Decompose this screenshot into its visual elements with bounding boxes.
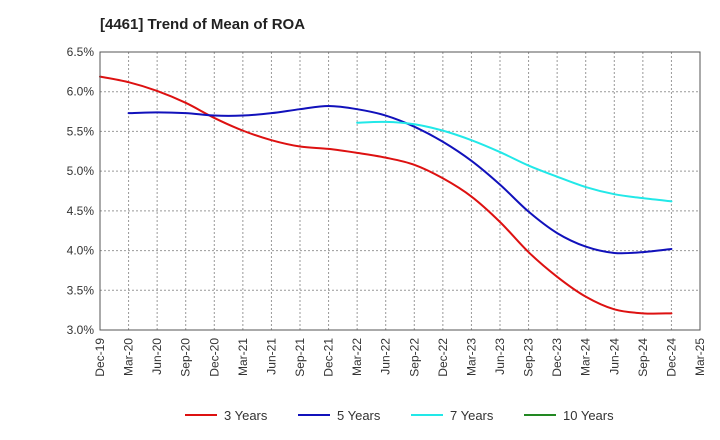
legend-label-7-years: 7 Years bbox=[450, 408, 494, 423]
x-tick-label: Jun-22 bbox=[379, 338, 393, 375]
x-tick-label: Mar-21 bbox=[236, 338, 250, 376]
y-tick-label: 5.5% bbox=[67, 124, 95, 138]
series-line-5-years bbox=[127, 105, 673, 255]
legend-label-5-years: 5 Years bbox=[337, 408, 381, 423]
x-tick-label: Sep-23 bbox=[522, 338, 536, 377]
x-tick-label: Jun-23 bbox=[493, 338, 507, 375]
x-tick-label: Dec-19 bbox=[93, 338, 107, 377]
x-tick-label: Sep-20 bbox=[179, 338, 193, 377]
x-tick-label: Mar-20 bbox=[122, 338, 136, 376]
x-tick-label: Sep-22 bbox=[407, 338, 421, 377]
y-tick-label: 3.0% bbox=[67, 323, 95, 337]
series-layer bbox=[99, 75, 673, 315]
x-tick-label: Jun-20 bbox=[150, 338, 164, 375]
series-line-7-years bbox=[356, 120, 673, 203]
y-tick-label: 6.0% bbox=[67, 85, 95, 99]
x-tick-label: Dec-23 bbox=[550, 338, 564, 377]
legend: 3 Years 5 Years 7 Years 10 Years bbox=[185, 408, 614, 423]
x-tick-label: Dec-21 bbox=[322, 338, 336, 377]
x-tick-label: Sep-24 bbox=[636, 338, 650, 377]
grid-layer bbox=[99, 51, 701, 331]
legend-label-10-years: 10 Years bbox=[563, 408, 614, 423]
y-tick-label: 4.5% bbox=[67, 204, 95, 218]
y-tick-label: 4.0% bbox=[67, 244, 95, 258]
x-tick-label: Jun-24 bbox=[607, 338, 621, 375]
x-tick-label: Mar-25 bbox=[693, 338, 707, 376]
axis-layer: 3.0% 3.5% 4.0% 4.5% 5.0% 5.5% 6.0% 6.5% Dec-19 Ma… bbox=[67, 45, 707, 377]
chart-title: [4461] Trend of Mean of ROA bbox=[100, 16, 305, 33]
x-tick-label: Dec-20 bbox=[207, 338, 221, 377]
x-tick-label: Sep-21 bbox=[293, 338, 307, 377]
series-line-3-years bbox=[99, 75, 673, 315]
x-tick-label: Mar-22 bbox=[350, 338, 364, 376]
x-tick-label: Mar-24 bbox=[579, 338, 593, 376]
legend-label-3-years: 3 Years bbox=[224, 408, 268, 423]
y-tick-label: 3.5% bbox=[67, 283, 95, 297]
x-tick-label: Jun-21 bbox=[264, 338, 278, 375]
plot-frame bbox=[99, 51, 701, 331]
y-tick-label: 6.5% bbox=[67, 45, 95, 59]
y-tick-label: 5.0% bbox=[67, 164, 95, 178]
x-tick-label: Dec-24 bbox=[664, 338, 678, 377]
x-tick-label: Dec-22 bbox=[436, 338, 450, 377]
x-tick-label: Mar-23 bbox=[464, 338, 478, 376]
